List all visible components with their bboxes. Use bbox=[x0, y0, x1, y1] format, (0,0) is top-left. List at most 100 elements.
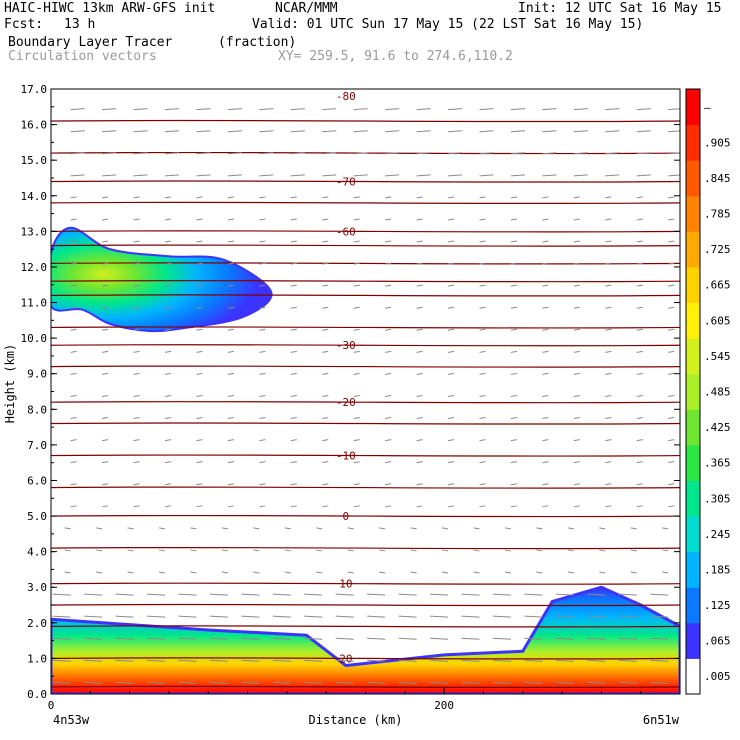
circulation-vector bbox=[430, 593, 449, 596]
colorbar-label: .665 bbox=[704, 279, 731, 292]
isotherm-label: -30 bbox=[336, 339, 356, 352]
circulation-vector bbox=[353, 196, 360, 199]
circulation-vector bbox=[636, 372, 643, 375]
circulation-vector bbox=[52, 637, 71, 640]
circulation-vector bbox=[353, 394, 360, 397]
circulation-vector bbox=[133, 196, 140, 199]
circulation-vector bbox=[599, 527, 606, 530]
circulation-vector bbox=[573, 174, 588, 177]
circulation-vector bbox=[259, 483, 266, 486]
colorbar-frame bbox=[685, 88, 701, 695]
circulation-vector bbox=[416, 328, 423, 331]
circulation-vector bbox=[605, 262, 612, 265]
circulation-vector bbox=[322, 284, 329, 287]
circulation-vector bbox=[259, 262, 266, 265]
circulation-vector bbox=[70, 417, 77, 420]
circulation-vector bbox=[290, 505, 297, 508]
upper-tracer-plume bbox=[51, 226, 273, 333]
circulation-vector bbox=[573, 394, 580, 397]
circulation-vector bbox=[196, 262, 203, 265]
circulation-vector bbox=[227, 417, 234, 420]
circulation-vector bbox=[284, 527, 291, 530]
colorbar-label: .365 bbox=[704, 457, 731, 470]
circulation-vector bbox=[196, 417, 203, 420]
circulation-vector bbox=[447, 394, 455, 397]
circulation-vector bbox=[416, 306, 423, 309]
isotherm-line bbox=[51, 657, 680, 660]
circulation-vector bbox=[347, 571, 354, 574]
circulation-vector bbox=[158, 549, 166, 552]
circulation-vector bbox=[102, 262, 109, 265]
circulation-vector bbox=[133, 284, 140, 287]
circulation-vector bbox=[322, 130, 337, 133]
x-right-end-label: 6n51w bbox=[643, 713, 680, 727]
circulation-vector bbox=[259, 218, 266, 221]
circulation-vector bbox=[479, 461, 486, 464]
circulation-vector bbox=[668, 262, 675, 265]
circulation-vector bbox=[52, 681, 71, 684]
circulation-vector bbox=[322, 372, 329, 375]
circulation-vector bbox=[259, 306, 266, 309]
circulation-vector bbox=[599, 549, 606, 552]
colorbar-swatch bbox=[686, 89, 700, 126]
circulation-vector bbox=[605, 372, 612, 375]
circulation-vector bbox=[322, 505, 329, 508]
field-name: Boundary Layer Tracer bbox=[8, 35, 173, 50]
circulation-vector bbox=[605, 284, 612, 287]
circulation-vector bbox=[272, 637, 291, 640]
circulation-vector bbox=[430, 681, 449, 684]
circulation-vector bbox=[385, 372, 392, 375]
circulation-vector bbox=[290, 306, 297, 309]
circulation-vector bbox=[668, 218, 675, 221]
circulation-vector bbox=[605, 328, 612, 331]
circulation-vector bbox=[259, 417, 266, 420]
circulation-vector bbox=[70, 505, 77, 508]
circulation-vector bbox=[209, 593, 228, 596]
circulation-vector bbox=[367, 681, 386, 684]
circulation-vector bbox=[70, 130, 85, 133]
circulation-vector bbox=[398, 659, 417, 662]
circulation-vector bbox=[416, 240, 423, 243]
circulation-vector bbox=[353, 306, 360, 309]
circulation-vector bbox=[573, 306, 580, 309]
y-tick-label: 1.0 bbox=[27, 652, 47, 665]
circulation-vector bbox=[227, 174, 242, 177]
isotherm-line bbox=[51, 244, 680, 247]
circulation-vector bbox=[164, 108, 180, 111]
circulation-vector bbox=[70, 284, 77, 287]
circulation-vector bbox=[304, 659, 323, 662]
circulation-vector bbox=[510, 284, 518, 287]
circulation-vector bbox=[385, 328, 392, 331]
circulation-vector bbox=[178, 637, 197, 640]
y-tick-label: 15.0 bbox=[21, 154, 48, 167]
circulation-vector bbox=[599, 571, 606, 574]
circulation-vector bbox=[385, 505, 392, 508]
circulation-vector bbox=[510, 394, 518, 397]
circulation-vector bbox=[573, 108, 588, 111]
circulation-vector bbox=[253, 549, 260, 552]
circulation-vector bbox=[133, 372, 140, 375]
circulation-vector bbox=[127, 571, 134, 574]
colorbar-swatch bbox=[686, 338, 700, 375]
circulation-vector bbox=[542, 240, 549, 243]
circulation-vector bbox=[259, 394, 266, 397]
circulation-vector bbox=[461, 637, 480, 640]
circulation-vector bbox=[70, 108, 85, 111]
circulation-vector bbox=[259, 505, 266, 508]
isotherm-line bbox=[51, 280, 680, 283]
y-tick-label: 13.0 bbox=[21, 225, 48, 238]
circulation-vector bbox=[335, 637, 354, 640]
circulation-vector bbox=[573, 483, 580, 486]
circulation-vector bbox=[158, 571, 166, 574]
circulation-vector bbox=[542, 262, 549, 265]
y-tick-label: 8.0 bbox=[27, 403, 47, 416]
circulation-vector bbox=[284, 549, 291, 552]
circulation-vector bbox=[573, 439, 580, 442]
circulation-vector bbox=[64, 527, 71, 530]
circulation-vector bbox=[284, 571, 291, 574]
circulation-vector bbox=[133, 394, 140, 397]
circulation-vector bbox=[542, 505, 549, 508]
circulation-vector bbox=[504, 571, 512, 574]
circulation-vector bbox=[636, 262, 643, 265]
circulation-vector bbox=[290, 108, 305, 111]
